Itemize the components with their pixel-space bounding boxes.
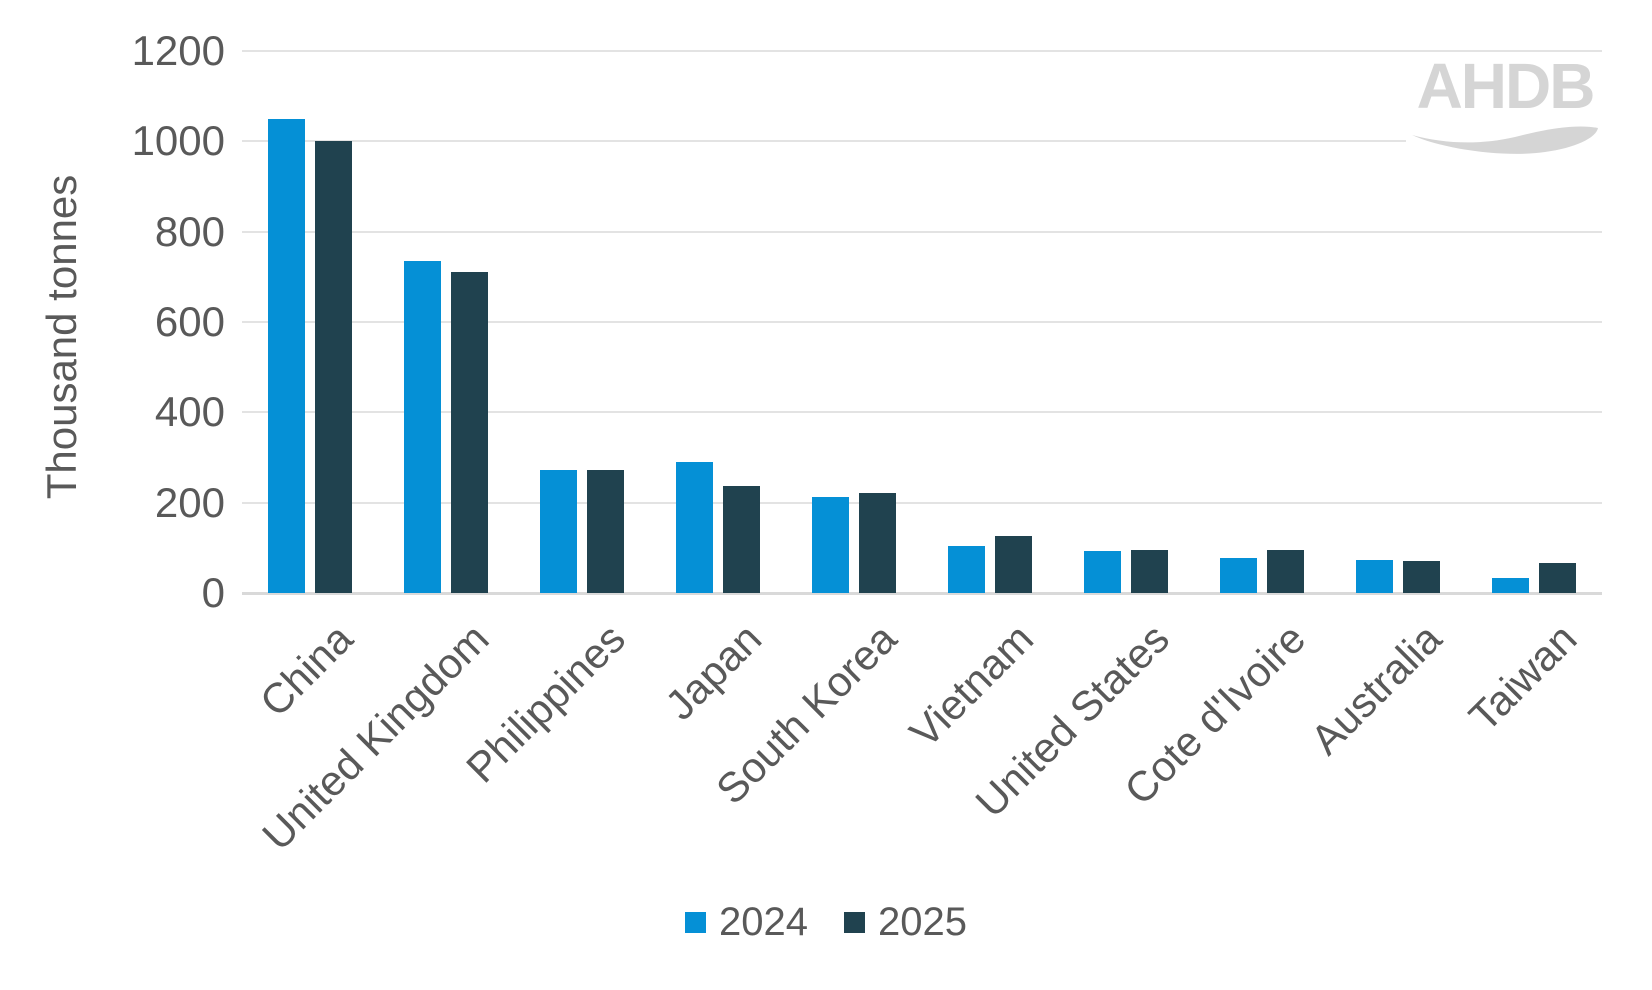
- bar-united-states-2024: [1084, 550, 1121, 593]
- bar-cote-d-ivoire-2024: [1220, 557, 1257, 593]
- x-category-label-japan: Japan: [655, 614, 770, 729]
- x-category-label-taiwan: Taiwan: [1460, 614, 1586, 741]
- bar-philippines-2024: [540, 470, 577, 593]
- legend-swatch-2025: [844, 911, 865, 933]
- gridline-200: [242, 501, 1602, 504]
- x-category-label-vietnam: Vietnam: [900, 614, 1042, 757]
- gridline-400: [242, 411, 1602, 414]
- x-category-label-china: China: [250, 614, 362, 726]
- bar-australia-2024: [1356, 560, 1393, 593]
- y-tick-label-0: 0: [201, 569, 225, 616]
- x-axis-line: [242, 592, 1602, 595]
- y-tick-label-1000: 1000: [131, 117, 225, 165]
- ahdb-logo-swoosh-icon: [1412, 126, 1598, 154]
- bar-taiwan-2025: [1539, 562, 1576, 593]
- x-category-label-australia: Australia: [1301, 614, 1450, 764]
- bar-united-states-2025: [1131, 549, 1168, 593]
- gridline-1200: [242, 50, 1602, 52]
- bar-cote-d-ivoire-2025: [1267, 549, 1304, 593]
- ahdb-logo: AHDB: [1406, 50, 1604, 163]
- legend-label-2025: 2025: [878, 900, 967, 944]
- gridline-600: [242, 321, 1602, 323]
- legend-label-2024: 2024: [719, 900, 808, 944]
- bar-united-kingdom-2025: [451, 272, 488, 593]
- bar-taiwan-2024: [1492, 578, 1529, 593]
- legend: 2024 2025: [0, 902, 1652, 942]
- ahdb-logo-text: AHDB: [1416, 50, 1596, 122]
- y-tick-label-200: 200: [154, 478, 225, 526]
- bar-china-2024: [268, 118, 305, 593]
- bar-united-kingdom-2024: [404, 260, 441, 593]
- legend-item-2025: 2025: [844, 902, 967, 942]
- y-tick-label-600: 600: [154, 298, 225, 345]
- bar-vietnam-2024: [948, 545, 985, 593]
- legend-item-2024: 2024: [685, 902, 808, 942]
- bar-vietnam-2025: [995, 535, 1032, 593]
- bar-australia-2025: [1403, 561, 1440, 593]
- gridline-1000: [242, 140, 1602, 143]
- bar-south-korea-2024: [812, 496, 849, 593]
- y-tick-label-800: 800: [154, 207, 225, 255]
- bar-japan-2024: [676, 462, 713, 593]
- y-tick-label-400: 400: [154, 388, 225, 436]
- bar-philippines-2025: [587, 470, 624, 593]
- bar-south-korea-2025: [859, 493, 896, 593]
- bar-china-2025: [315, 141, 352, 593]
- legend-swatch-2024: [685, 911, 707, 933]
- bar-japan-2025: [723, 485, 760, 593]
- gridline-800: [242, 230, 1602, 233]
- y-tick-label-1200: 1200: [131, 27, 225, 74]
